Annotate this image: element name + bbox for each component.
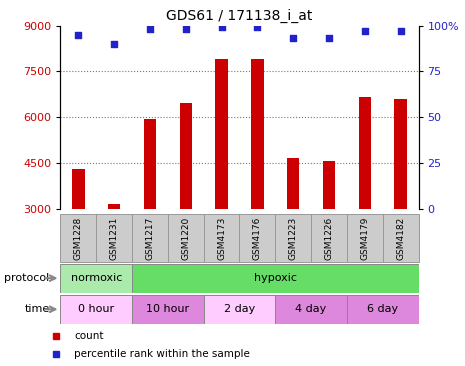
Bar xyxy=(275,214,311,262)
Bar xyxy=(347,214,383,262)
Text: GSM1231: GSM1231 xyxy=(110,216,119,259)
Bar xyxy=(215,59,228,209)
Bar xyxy=(323,161,335,209)
Text: GSM4176: GSM4176 xyxy=(253,216,262,259)
Bar xyxy=(394,99,407,209)
Bar xyxy=(275,295,347,324)
Point xyxy=(74,32,82,38)
Text: 2 day: 2 day xyxy=(224,304,255,314)
Point xyxy=(326,36,333,41)
Text: 0 hour: 0 hour xyxy=(78,304,114,314)
Bar xyxy=(311,214,347,262)
Text: GSM1223: GSM1223 xyxy=(289,216,298,259)
Point xyxy=(289,36,297,41)
Text: 4 day: 4 day xyxy=(295,304,327,314)
Bar xyxy=(204,295,275,324)
Point xyxy=(111,41,118,47)
Title: GDS61 / 171138_i_at: GDS61 / 171138_i_at xyxy=(166,9,312,23)
Bar xyxy=(287,158,299,209)
Bar xyxy=(132,214,168,262)
Bar xyxy=(179,103,192,209)
Point xyxy=(146,26,153,32)
Bar xyxy=(132,295,204,324)
Text: GSM1217: GSM1217 xyxy=(146,216,154,259)
Bar xyxy=(72,169,85,209)
Bar xyxy=(168,214,204,262)
Bar xyxy=(239,214,275,262)
Bar xyxy=(108,204,120,209)
Text: percentile rank within the sample: percentile rank within the sample xyxy=(74,349,250,359)
Text: normoxic: normoxic xyxy=(71,273,122,283)
Text: GSM4182: GSM4182 xyxy=(396,216,405,259)
Bar xyxy=(383,214,418,262)
Text: GSM1226: GSM1226 xyxy=(325,216,333,259)
Text: GSM1220: GSM1220 xyxy=(181,216,190,259)
Text: count: count xyxy=(74,331,104,341)
Text: time: time xyxy=(25,304,50,314)
Bar xyxy=(96,214,132,262)
Point xyxy=(254,25,261,30)
Text: hypoxic: hypoxic xyxy=(254,273,297,283)
Bar xyxy=(60,214,96,262)
Text: GSM4173: GSM4173 xyxy=(217,216,226,259)
Text: 10 hour: 10 hour xyxy=(146,304,189,314)
Bar xyxy=(251,59,264,209)
Point xyxy=(218,25,225,30)
Text: protocol: protocol xyxy=(5,273,50,283)
Bar xyxy=(359,97,371,209)
Bar xyxy=(132,264,419,293)
Bar xyxy=(60,295,132,324)
Point xyxy=(397,28,405,34)
Bar xyxy=(60,264,132,293)
Bar xyxy=(144,119,156,209)
Point xyxy=(182,26,190,32)
Text: 6 day: 6 day xyxy=(367,304,398,314)
Bar xyxy=(204,214,239,262)
Text: GSM4179: GSM4179 xyxy=(360,216,369,259)
Bar xyxy=(347,295,418,324)
Point xyxy=(361,28,368,34)
Text: GSM1228: GSM1228 xyxy=(74,216,83,259)
